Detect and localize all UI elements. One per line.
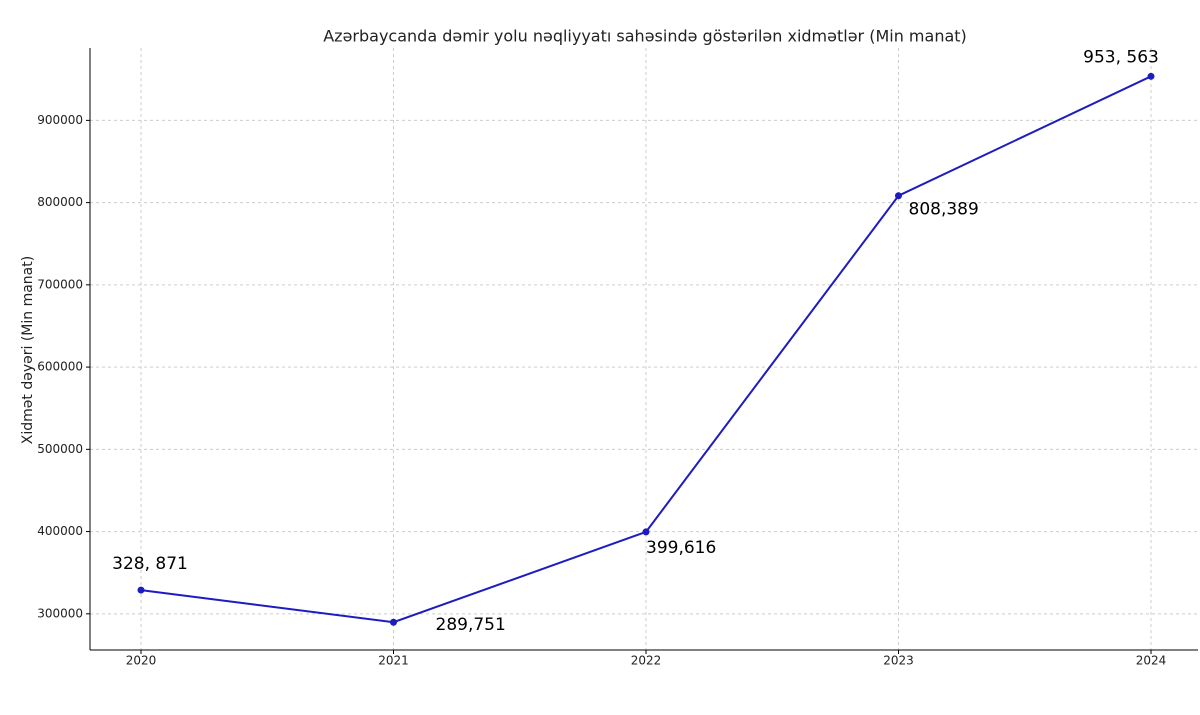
x-tick-label: 2023 bbox=[883, 654, 914, 668]
y-tick-label: 500000 bbox=[37, 442, 83, 456]
data-label: 808,389 bbox=[909, 200, 979, 220]
data-label: 399,616 bbox=[646, 538, 716, 558]
x-tick-label: 2021 bbox=[378, 654, 409, 668]
y-tick-label: 900000 bbox=[37, 113, 83, 127]
point bbox=[137, 586, 145, 594]
x-tick-label: 2020 bbox=[126, 654, 157, 668]
y-tick-label: 800000 bbox=[37, 195, 83, 209]
y-tick-label: 300000 bbox=[37, 606, 83, 620]
y-axis-label: Xidmət dəyəri (Min manat) bbox=[20, 256, 36, 444]
y-tick-label: 700000 bbox=[37, 277, 83, 291]
data-label: 328, 871 bbox=[112, 554, 188, 574]
y-tick-label: 400000 bbox=[37, 524, 83, 538]
point bbox=[895, 192, 902, 200]
point bbox=[390, 618, 397, 626]
point bbox=[1147, 72, 1155, 80]
x-tick-label: 2022 bbox=[631, 654, 662, 668]
point bbox=[642, 528, 650, 536]
y-tick-label: 600000 bbox=[37, 360, 83, 374]
data-label: 953, 563 bbox=[1083, 47, 1159, 67]
chart-title: Azərbaycanda dəmir yolu nəqliyyatı sahəs… bbox=[323, 27, 967, 46]
x-tick-label: 2024 bbox=[1136, 654, 1167, 668]
data-label: 289,751 bbox=[436, 615, 506, 635]
